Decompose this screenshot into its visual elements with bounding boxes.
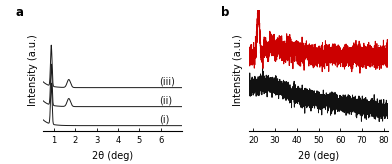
Text: a: a [15,6,23,19]
Text: (ii): (ii) [375,44,388,54]
Text: (i): (i) [375,107,385,117]
Text: (i): (i) [159,114,169,124]
X-axis label: 2θ (deg): 2θ (deg) [92,151,133,161]
Text: b: b [221,6,230,19]
X-axis label: 2θ (deg): 2θ (deg) [298,151,339,161]
Y-axis label: Intensity (a.u.): Intensity (a.u.) [27,35,38,106]
Y-axis label: Intensity (a.u.): Intensity (a.u.) [233,35,243,106]
Text: (ii): (ii) [159,95,172,105]
Text: (iii): (iii) [159,76,174,86]
